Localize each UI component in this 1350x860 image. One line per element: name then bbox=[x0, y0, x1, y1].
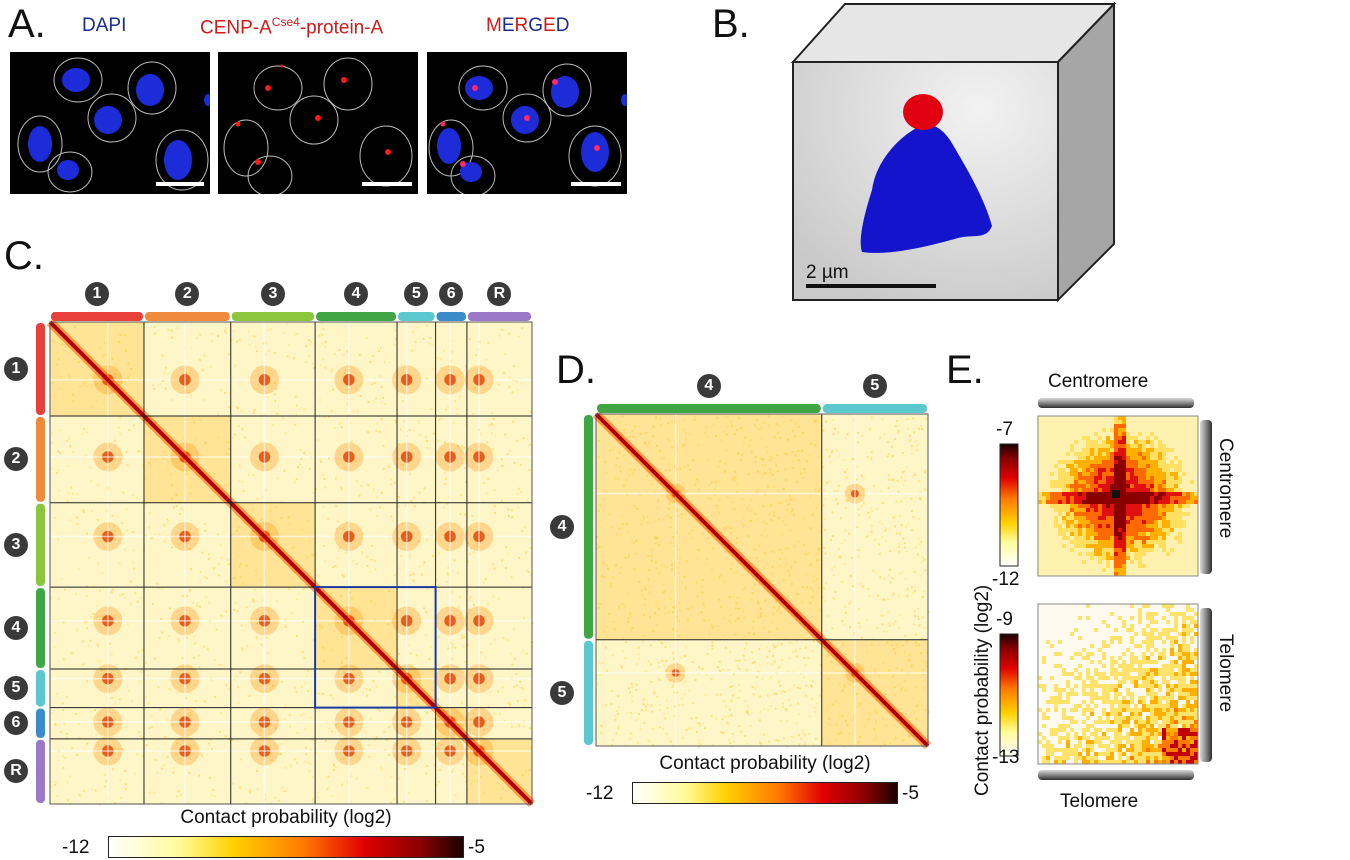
chrom-label-top: 6 bbox=[439, 282, 464, 306]
merged-letter: R bbox=[514, 15, 529, 36]
chrom-label-top: 4 bbox=[696, 374, 721, 398]
pileup-svg: Contact probability (log2) Centromere Telo… bbox=[972, 398, 1236, 796]
panel-b-label: B. bbox=[712, 2, 750, 46]
chrom-label-top: R bbox=[487, 282, 512, 306]
telomere-bottom-label: Telomere bbox=[1060, 791, 1139, 812]
chrom-label-left: 1 bbox=[4, 356, 28, 381]
chrom-label-top: 3 bbox=[260, 282, 285, 306]
nucleus-3d-box bbox=[790, 1, 1117, 303]
genome-heatmap bbox=[36, 312, 536, 808]
spb-cluster bbox=[903, 94, 943, 130]
panel-c-colorbar bbox=[108, 836, 464, 858]
chrom-label-top: 5 bbox=[404, 282, 429, 306]
dapi-micrograph bbox=[10, 52, 210, 194]
panel-d-colorbar-min: -12 bbox=[586, 783, 614, 804]
panel-c-colorbar-label: Contact probability (log2) bbox=[180, 807, 392, 828]
cenp-image bbox=[223, 57, 413, 194]
cenp-micrograph bbox=[218, 52, 418, 194]
chr4-5-heatmap bbox=[584, 404, 932, 750]
merged-letter: E bbox=[543, 15, 556, 36]
chrom-label-left: R bbox=[4, 759, 28, 784]
genome-contact-map: 1 1 2 2 3 3 4 4 5 5 6 6 R R Contact probability (log2)… bbox=[0, 270, 545, 860]
chrom-label-top: 4 bbox=[344, 282, 369, 306]
scale-bar bbox=[362, 182, 412, 186]
merged-letter: E bbox=[501, 15, 515, 36]
merged-header: MERGED bbox=[486, 16, 569, 35]
chrom-label-left: 5 bbox=[4, 676, 28, 701]
chrom-label-top: 2 bbox=[175, 282, 200, 306]
top-colorbar-max: -7 bbox=[996, 419, 1013, 440]
panel-d-colorbar-label: Contact probability (log2) bbox=[659, 753, 871, 774]
chrom-label-top: 1 bbox=[84, 282, 109, 306]
telomere-right-label: Telomere bbox=[1215, 634, 1236, 712]
bottom-colorbar-max: -9 bbox=[996, 609, 1013, 630]
box-scale-bar bbox=[806, 284, 936, 288]
chrom-label-left: 4 bbox=[550, 514, 574, 539]
chrom-label-left: 5 bbox=[550, 680, 574, 705]
chrom-label-left: 6 bbox=[4, 711, 28, 736]
scale-bar bbox=[571, 182, 621, 186]
panel-d-label: D. bbox=[556, 348, 596, 392]
merged-letter: G bbox=[528, 15, 544, 36]
centromere-top-label: Centromere bbox=[1048, 371, 1149, 392]
cenp-suffix: -protein-A bbox=[299, 17, 384, 39]
merged-letter: M bbox=[486, 15, 502, 36]
chr4-5-contact-map: 4 4 5 5 Contact probability (log2) -12 -5 bbox=[546, 366, 936, 816]
box-scale-label: 2 µm bbox=[806, 262, 849, 283]
nucleus-shape bbox=[860, 124, 992, 253]
panel-d-colorbar bbox=[632, 782, 898, 804]
panel-c-colorbar-max: -5 bbox=[468, 837, 485, 858]
dapi-image bbox=[17, 57, 210, 193]
cenp-superscript: Cse4 bbox=[271, 15, 300, 29]
panel-c-colorbar-min: -12 bbox=[62, 837, 90, 858]
pileup-ylabel: Contact probability (log2) bbox=[972, 585, 993, 796]
scale-bar bbox=[156, 182, 204, 186]
dapi-header: DAPI bbox=[82, 15, 127, 36]
cenp-header: CENP-ACse4-protein-A bbox=[200, 16, 383, 37]
centromere-right-label: Centromere bbox=[1215, 438, 1236, 538]
panel-a-label: A. bbox=[8, 2, 46, 46]
panel-d-colorbar-max: -5 bbox=[902, 783, 919, 804]
cenp-prefix: CENP-A bbox=[200, 17, 272, 39]
panel-c-label: C. bbox=[4, 234, 44, 278]
merged-micrograph bbox=[427, 52, 627, 194]
merged-letter: D bbox=[555, 15, 570, 36]
chrom-label-left: 4 bbox=[4, 616, 28, 641]
chrom-label-top: 5 bbox=[862, 374, 887, 398]
merged-image bbox=[428, 63, 627, 194]
bottom-colorbar-min: -13 bbox=[992, 747, 1020, 768]
top-colorbar-min: -12 bbox=[992, 569, 1020, 590]
pileup-maps: Centromere Telomere Contact probability (l… bbox=[950, 366, 1240, 816]
chrom-label-left: 2 bbox=[4, 447, 28, 472]
panel-e-label: E. bbox=[946, 348, 984, 392]
chrom-label-left: 3 bbox=[4, 532, 28, 557]
